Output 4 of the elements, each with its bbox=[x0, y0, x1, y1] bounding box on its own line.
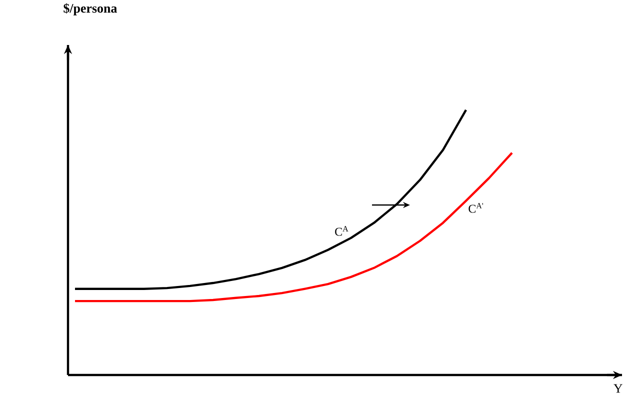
text: $/persona bbox=[64, 3, 117, 16]
text: Y bbox=[614, 384, 622, 393]
series-label: C$^{A}$ bbox=[335, 226, 348, 236]
series-label: C$^{A'}$ bbox=[468, 203, 484, 213]
